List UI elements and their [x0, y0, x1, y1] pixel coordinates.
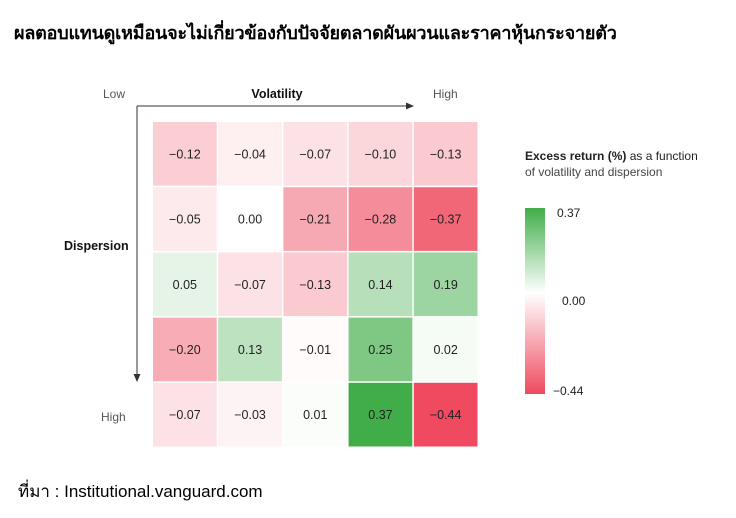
colorbar-title-line1: Excess return (%) as a function — [525, 149, 698, 163]
heatmap-cell-r4-c5 — [413, 317, 478, 382]
heatmap-cell-r4-c1 — [153, 317, 217, 382]
y-axis-title: Dispersion — [64, 239, 129, 253]
chart-title: ผลตอบแทนดูเหมือนจะไม่เกี่ยวข้องกับปัจจัย… — [14, 23, 617, 44]
y-axis-arrow — [133, 374, 141, 382]
heatmap-cell-r3-c5 — [413, 252, 478, 317]
heatmap-cell-label-r5-c4: 0.37 — [368, 408, 392, 422]
heatmap-cell-r3-c2 — [218, 252, 282, 317]
heatmap-cell-label-r2-c1: −0.05 — [169, 213, 201, 227]
heatmap-cell-label-r1-c3: −0.07 — [299, 147, 331, 161]
colorbar-title-bold: Excess return (%) — [525, 149, 626, 163]
heatmap-cell-label-r4-c5: 0.02 — [433, 343, 457, 357]
colorbar-max-label: 0.37 — [557, 206, 581, 220]
heatmap-cell-r2-c3 — [283, 187, 348, 251]
heatmap-cell-r5-c5 — [413, 382, 478, 447]
heatmap-cell-r4-c4 — [348, 317, 413, 382]
heatmap-cell-label-r4-c3: −0.01 — [299, 343, 331, 357]
heatmap-cell-r3-c4 — [348, 252, 413, 317]
heatmap-cell-label-r2-c5: −0.37 — [430, 213, 462, 227]
heatmap-cell-label-r3-c1: 0.05 — [173, 278, 197, 292]
heatmap-cell-label-r3-c2: −0.07 — [234, 278, 266, 292]
heatmap-cell-r1-c1 — [153, 122, 217, 186]
heatmap-cell-label-r1-c2: −0.04 — [234, 147, 266, 161]
heatmap-cell-label-r4-c1: −0.20 — [169, 343, 201, 357]
colorbar — [525, 208, 545, 394]
x-axis-high-label: High — [433, 87, 458, 101]
x-axis-title: Volatility — [251, 87, 302, 101]
heatmap-cell-label-r5-c2: −0.03 — [234, 408, 266, 422]
heatmap-cell-label-r5-c1: −0.07 — [169, 408, 201, 422]
colorbar-mid-label: 0.00 — [562, 294, 586, 308]
heatmap-cell-r2-c5 — [413, 187, 478, 251]
heatmap-cell-r1-c2 — [218, 122, 282, 186]
heatmap-cell-r5-c2 — [218, 382, 282, 447]
heatmap-cell-r2-c1 — [153, 187, 217, 251]
heatmap-cell-labels: −0.12 −0.04 −0.07 −0.10 −0.13 −0.05 0.00 −0.21 −… — [169, 147, 461, 422]
x-axis-low-label: Low — [103, 87, 125, 101]
colorbar-title-rest: as a function — [626, 149, 697, 163]
x-axis-arrow — [406, 102, 414, 110]
heatmap-cell-r5-c4 — [348, 382, 413, 447]
heatmap-cell-r1-c4 — [348, 122, 413, 186]
colorbar-min-label: −0.44 — [553, 384, 584, 398]
heatmap-cell-label-r1-c1: −0.12 — [169, 147, 201, 161]
y-axis-high-label: High — [101, 410, 126, 424]
heatmap-cell-r1-c5 — [413, 122, 478, 186]
heatmap-cell-r3-c1 — [153, 252, 217, 317]
heatmap-cell-label-r3-c3: −0.13 — [299, 278, 331, 292]
heatmap-cell-label-r2-c3: −0.21 — [299, 213, 331, 227]
heatmap-cell-label-r1-c5: −0.13 — [430, 147, 462, 161]
heatmap-cell-label-r4-c2: 0.13 — [238, 343, 262, 357]
heatmap-cell-label-r2-c4: −0.28 — [365, 213, 397, 227]
source-note: ที่มา : Institutional.vanguard.com — [18, 482, 263, 501]
heatmap-cell-r2-c2 — [218, 187, 282, 251]
heatmap-cells — [153, 122, 478, 447]
heatmap-cell-label-r5-c3: 0.01 — [303, 408, 327, 422]
heatmap-cell-r2-c4 — [348, 187, 413, 251]
heatmap-cell-label-r2-c2: 0.00 — [238, 213, 262, 227]
heatmap-cell-r4-c2 — [218, 317, 282, 382]
heatmap-cell-label-r1-c4: −0.10 — [365, 147, 397, 161]
heatmap-cell-r5-c3 — [283, 382, 348, 447]
heatmap-cell-r5-c1 — [153, 382, 217, 447]
heatmap-cell-r1-c3 — [283, 122, 348, 186]
heatmap-cell-r3-c3 — [283, 252, 348, 317]
heatmap-cell-label-r5-c5: −0.44 — [430, 408, 462, 422]
colorbar-title-line2: of volatility and dispersion — [525, 165, 662, 179]
heatmap-cell-label-r4-c4: 0.25 — [368, 343, 392, 357]
heatmap-cell-r4-c3 — [283, 317, 348, 382]
heatmap-cell-label-r3-c5: 0.19 — [433, 278, 457, 292]
heatmap-cell-label-r3-c4: 0.14 — [368, 278, 392, 292]
